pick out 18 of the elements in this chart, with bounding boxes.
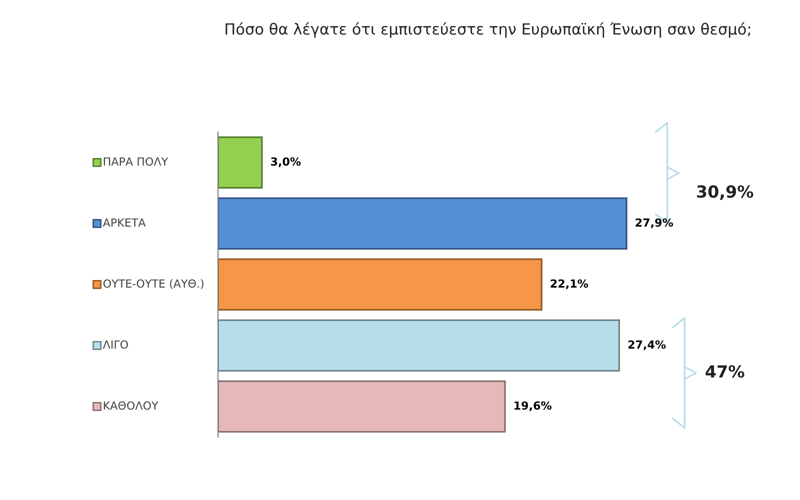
text: 47% — [706, 365, 744, 378]
bar — [218, 380, 506, 433]
y-tick-label: ΠΑΡΑ ΠΟΛΥ — [104, 157, 168, 166]
data-label: 22,1% — [550, 279, 588, 290]
y-tick-label: ΑΡΚΕΤΑ — [102, 218, 146, 227]
data-label: 27,9% — [636, 218, 674, 228]
data-label: 3,0% — [271, 157, 301, 168]
chart-title: Πόσο θα λέγατε ότι εμπιστεύεστε την Ευρωπαϊκή Ένωση σαν θεσμό; — [226, 22, 750, 38]
y-tick-label: ΛΙΓΟ — [102, 340, 128, 349]
bar — [218, 258, 542, 311]
data-label: 27,4% — [628, 340, 666, 350]
y-tick-label: ΟΥΤΕ-ΟΥΤΕ (ΑΥΘ.) — [103, 279, 204, 290]
bar — [218, 136, 263, 189]
bar — [218, 319, 620, 372]
bar — [218, 197, 628, 250]
text: 30,9% — [697, 185, 754, 200]
y-tick-label: ΚΑΘΟΛΟΥ — [104, 401, 158, 410]
data-label: 19,6% — [514, 401, 552, 412]
